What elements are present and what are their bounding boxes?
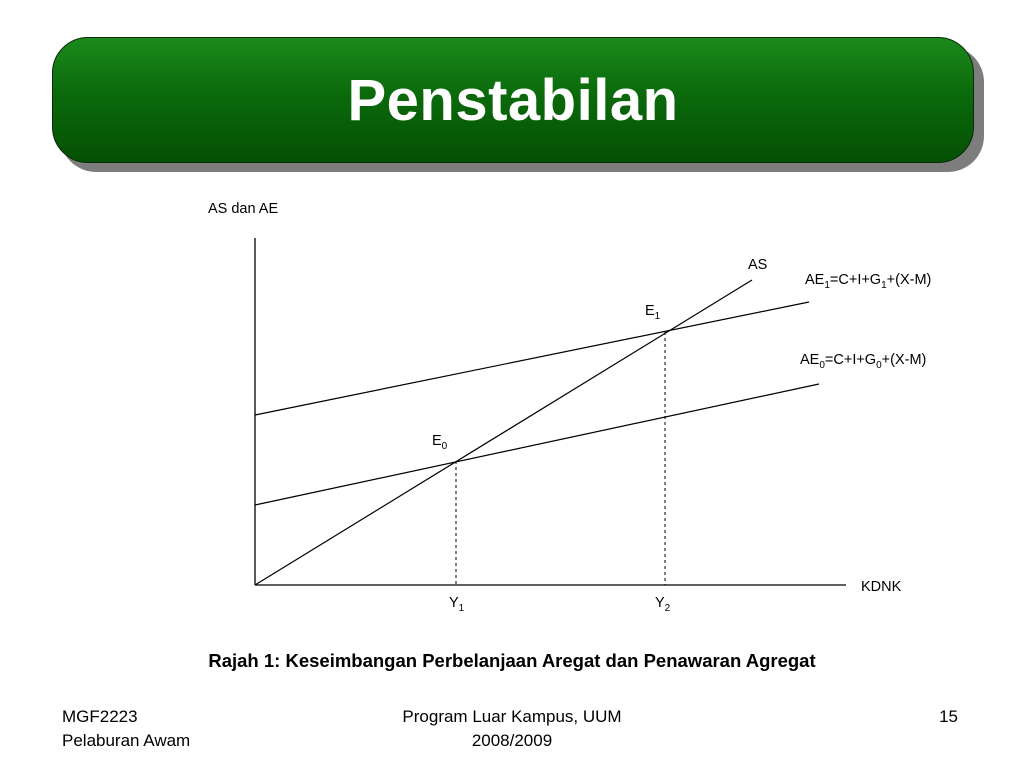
ae0-line (254, 383, 820, 506)
figure-caption: Rajah 1: Keseimbangan Perbelanjaan Arega… (208, 650, 816, 671)
slide-title: Penstabilan (347, 67, 679, 133)
y-axis-label: AS dan AE (208, 201, 278, 217)
e1-label: E1 (645, 303, 661, 322)
title-banner: Penstabilan (52, 37, 974, 163)
x-axis-label: KDNK (861, 579, 902, 595)
as-label: AS (748, 257, 767, 273)
footer-program-year: 2008/2009 (471, 731, 553, 750)
ae0-label: AE0=C+I+G0+(X-M) (800, 352, 926, 371)
footer-course-name: Pelaburan Awam (62, 731, 191, 750)
slide-number: 15 (939, 707, 958, 726)
y1-label: Y1 (449, 595, 465, 614)
as-line (254, 279, 753, 586)
ae1-label: AE1=C+I+G1+(X-M) (805, 272, 931, 291)
ae1-line (254, 301, 810, 416)
footer-program: Program Luar Kampus, UUM 2008/2009 (362, 705, 662, 753)
e0-label: E0 (432, 433, 448, 452)
footer-course: MGF2223 Pelaburan Awam (62, 705, 190, 753)
footer-course-code: MGF2223 (62, 707, 138, 726)
y2-label: Y2 (655, 595, 671, 614)
footer-program-name: Program Luar Kampus, UUM (402, 707, 622, 726)
